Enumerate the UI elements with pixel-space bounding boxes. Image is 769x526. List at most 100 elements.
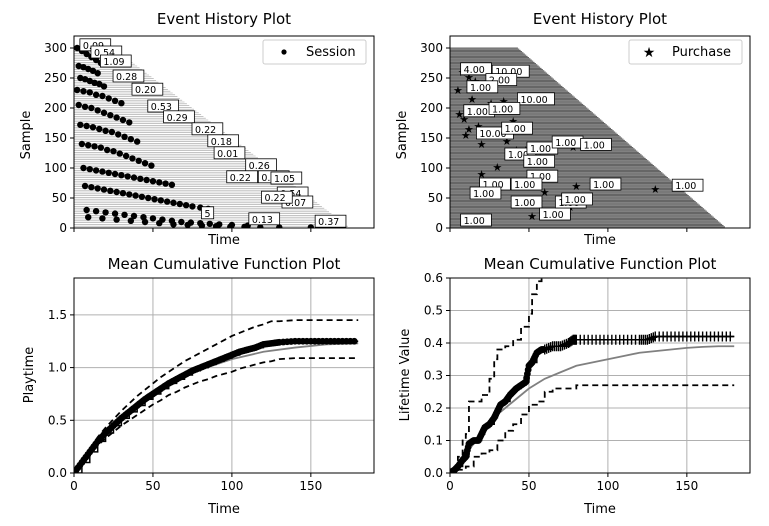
annotation-label: 1.00 bbox=[551, 135, 584, 149]
session-point bbox=[107, 187, 114, 194]
panel1-xlabel: Time bbox=[207, 233, 240, 248]
annotation-text: 1.00 bbox=[543, 210, 564, 221]
session-point bbox=[83, 206, 90, 214]
annotation-box bbox=[561, 192, 593, 206]
session-point bbox=[81, 182, 89, 190]
annotation-text: 1.00 bbox=[675, 181, 696, 192]
panel4-ylabel: Lifetime Value bbox=[398, 329, 413, 422]
axes-frame bbox=[73, 277, 375, 474]
purchase-star-icon: ★ bbox=[502, 135, 512, 148]
session-point bbox=[119, 116, 127, 124]
panel2-legend: ★ Purchase bbox=[628, 39, 743, 65]
panel2-title: Event History Plot bbox=[533, 10, 667, 28]
annotation-label: 1.00 bbox=[580, 137, 612, 151]
session-point bbox=[178, 218, 185, 226]
panel-lifetime-value-mcf: Mean Cumulative Function Plot Time Lifet… bbox=[398, 255, 751, 517]
session-point bbox=[99, 168, 106, 175]
annotation-text: 0.53 bbox=[151, 102, 172, 113]
mcf-plus-marker bbox=[546, 342, 555, 353]
y-tick-label: 0.5 bbox=[48, 413, 67, 427]
session-point bbox=[80, 88, 87, 95]
session-point bbox=[206, 220, 213, 227]
session-point bbox=[105, 95, 112, 102]
purchase-star-icon: ★ bbox=[540, 186, 550, 199]
annotation-label: 0.37 bbox=[314, 214, 347, 228]
panel1-legend-label: Session bbox=[306, 45, 356, 60]
panel2-legend-box bbox=[628, 39, 743, 65]
panel2-legend-label: Purchase bbox=[672, 45, 731, 60]
annotation-box bbox=[510, 195, 543, 209]
annotation-box bbox=[314, 214, 347, 228]
annotation-label: 0.20 bbox=[131, 82, 164, 96]
x-tick-label: 50 bbox=[145, 479, 160, 493]
session-point bbox=[151, 196, 158, 203]
y-tick-label: 0.3 bbox=[424, 369, 443, 383]
mcf-plus-marker bbox=[645, 333, 654, 344]
panel-purchase-event-history: Event History Plot Time Sample ★★★★★★★★★… bbox=[395, 10, 751, 248]
session-point bbox=[94, 185, 101, 192]
annotation-label: 0.01 bbox=[213, 146, 246, 160]
session-point bbox=[126, 119, 133, 126]
session-point bbox=[156, 179, 163, 186]
panel-session-event-history: Event History Plot Time Sample 0.090.541… bbox=[19, 10, 375, 248]
y-tick-label: 0.0 bbox=[48, 466, 67, 480]
annotation-box bbox=[163, 110, 195, 124]
y-tick-label: 50 bbox=[428, 191, 443, 205]
annotation-label: 1.00 bbox=[466, 80, 499, 94]
session-point bbox=[80, 164, 87, 172]
y-tick-label: 250 bbox=[420, 71, 443, 85]
y-tick-label: 200 bbox=[44, 101, 67, 115]
annotation-box bbox=[261, 190, 293, 204]
annotation-box bbox=[517, 92, 555, 106]
panel3-xlabel: Time bbox=[207, 502, 240, 517]
panel1-legend-marker bbox=[281, 49, 287, 55]
annotation-label: 0.22 bbox=[191, 122, 224, 136]
mcf-series-line-2 bbox=[74, 357, 359, 473]
panel3-plot-area: 0.0 0.5 1.0 1.5 0 50 100 150 bbox=[48, 277, 375, 493]
annotation-label: 0.22 bbox=[226, 170, 258, 184]
annotation-box bbox=[226, 170, 258, 184]
annotation-label: 0.13 bbox=[248, 212, 281, 226]
session-point bbox=[116, 150, 123, 157]
annotation-label: 1.00 bbox=[510, 177, 543, 191]
session-point bbox=[81, 103, 89, 111]
annotation-label: 1.09 bbox=[100, 54, 132, 68]
session-point bbox=[189, 203, 196, 210]
annotation-text: 1.00 bbox=[530, 144, 551, 155]
y-tick-label: 50 bbox=[52, 191, 67, 205]
x-tick-label: 100 bbox=[220, 479, 243, 493]
annotation-text: 0.01 bbox=[217, 149, 238, 160]
annotation-box bbox=[466, 80, 499, 94]
annotation-label: 0.22 bbox=[261, 190, 293, 204]
session-point bbox=[121, 133, 128, 140]
session-point bbox=[110, 148, 117, 155]
session-point bbox=[86, 166, 93, 173]
session-point bbox=[170, 199, 177, 206]
annotation-text: 0.22 bbox=[230, 173, 251, 184]
annotation-box bbox=[589, 177, 622, 191]
session-point bbox=[156, 220, 163, 227]
annotation-label: 1.00 bbox=[501, 121, 533, 135]
session-point bbox=[99, 92, 106, 100]
session-point bbox=[227, 223, 234, 228]
annotation-text: 10.00 bbox=[495, 67, 522, 78]
panel4-plot-area: 0.0 0.1 0.2 0.3 0.4 0.5 0.6 0 50 100 150 bbox=[424, 271, 751, 493]
panel-playtime-mcf: Mean Cumulative Function Plot Time Playt… bbox=[22, 255, 375, 517]
purchase-star-icon: ★ bbox=[477, 168, 487, 181]
session-point bbox=[92, 167, 100, 174]
session-point bbox=[94, 70, 101, 77]
annotation-label: 5 bbox=[201, 206, 215, 220]
panel2-plot-area: ★★★★★★★★★★★★★★★★★★★★★★★★★★★★★★★4.0010.00… bbox=[420, 35, 751, 235]
annotation-text: 1.00 bbox=[593, 180, 614, 191]
annotation-text: 1.00 bbox=[467, 107, 488, 118]
annotation-text: 4.00 bbox=[464, 65, 485, 76]
annotation-label: 10.00 bbox=[517, 92, 555, 106]
annotation-box bbox=[510, 177, 543, 191]
x-tick-label: 150 bbox=[675, 479, 698, 493]
panel1-plot-area: 0.090.541.090.280.200.530.290.220.180.01… bbox=[44, 35, 375, 235]
session-point bbox=[148, 162, 155, 169]
session-point bbox=[162, 180, 169, 187]
session-point bbox=[102, 209, 109, 216]
annotation-box bbox=[112, 69, 145, 83]
